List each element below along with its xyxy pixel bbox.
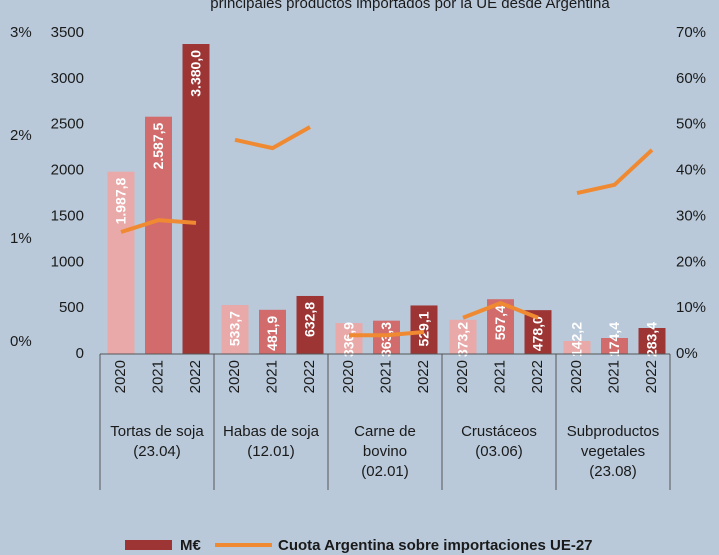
group-label: (03.06)	[475, 443, 523, 460]
x-tick-label: 2021	[491, 360, 508, 393]
line	[462, 300, 539, 320]
group-label: Crustáceos	[461, 423, 537, 440]
bar	[107, 171, 135, 354]
y2-tick-label: 0%	[676, 345, 698, 362]
line	[120, 218, 197, 234]
group-label: Tortas de soja	[110, 423, 204, 440]
bar	[221, 305, 249, 354]
x-tick-label: 2020	[340, 360, 357, 393]
y2-tick-label: 20%	[676, 253, 706, 270]
y-tick-label: 1000	[51, 253, 84, 270]
group-label: (23.08)	[589, 463, 637, 480]
bar	[449, 319, 477, 354]
y2-tick-label: 60%	[676, 70, 706, 87]
x-tick-label: 2022	[187, 360, 204, 393]
x-tick-label: 2020	[568, 360, 585, 393]
bar	[638, 328, 666, 354]
x-tick-label: 2022	[529, 360, 546, 393]
x-tick-label: 2021	[149, 360, 166, 393]
value-label: 533,7	[227, 311, 243, 346]
y-tick-label: 1500	[51, 207, 84, 224]
bar	[563, 340, 591, 354]
y-tick-label: 500	[59, 299, 84, 316]
bar	[296, 295, 324, 354]
chart-title: principales productos importados por la …	[210, 0, 610, 12]
y-tick-label: 0	[76, 345, 84, 362]
y2-tick-label: 40%	[676, 162, 706, 179]
group-label: (23.04)	[133, 443, 181, 460]
y-tick-label: 2500	[51, 116, 84, 133]
group-label: (02.01)	[361, 463, 409, 480]
value-label: 174,4	[606, 322, 622, 357]
group-label: vegetales	[581, 443, 645, 460]
y2-tick-label: 50%	[676, 116, 706, 133]
y2-tick-label: 70%	[676, 24, 706, 41]
value-label: 632,8	[302, 302, 318, 337]
value-label: 363,3	[378, 322, 394, 357]
y2-tick-label: 30%	[676, 207, 706, 224]
x-tick-label: 2021	[377, 360, 394, 393]
legend-swatch	[125, 540, 172, 550]
value-label: 283,4	[644, 322, 660, 357]
group-label: Subproductos	[567, 423, 660, 440]
group-label: Habas de soja	[223, 423, 320, 440]
bar	[410, 305, 438, 354]
bar	[373, 320, 400, 354]
x-tick-label: 2020	[454, 360, 471, 393]
line	[576, 148, 654, 195]
line	[234, 125, 311, 151]
y2-tick-label: 10%	[676, 299, 706, 316]
group-label: Carne de	[354, 423, 416, 440]
y-tick-label: 2000	[51, 162, 84, 179]
group-label: (12.01)	[247, 443, 295, 460]
y3-tick-label: 2%	[10, 127, 32, 144]
value-label: 529,1	[416, 311, 432, 346]
y3-tick-label: 1%	[10, 230, 32, 247]
value-label: 142,2	[569, 322, 585, 357]
group-label: bovino	[363, 443, 407, 460]
x-tick-label: 2020	[112, 360, 129, 393]
x-tick-label: 2022	[415, 360, 432, 393]
bar	[145, 116, 172, 354]
value-label: 597,4	[492, 305, 508, 340]
legend-label: Cuota Argentina sobre importaciones UE-2…	[278, 537, 593, 554]
bar	[335, 323, 363, 354]
x-tick-label: 2022	[643, 360, 660, 393]
value-label: 481,9	[264, 316, 280, 351]
value-label: 336,9	[341, 322, 357, 357]
x-tick-label: 2020	[226, 360, 243, 393]
y-tick-label: 3000	[51, 70, 84, 87]
x-tick-label: 2021	[605, 360, 622, 393]
y-tick-label: 3500	[51, 24, 84, 41]
value-label: 1.987,8	[113, 177, 129, 224]
legend-label: M€	[180, 537, 201, 554]
value-label: 478,0	[530, 316, 546, 351]
value-label: 373,2	[455, 322, 471, 357]
bar	[601, 338, 628, 354]
bar	[259, 309, 286, 354]
line	[349, 329, 425, 338]
x-tick-label: 2022	[301, 360, 318, 393]
value-label: 2.587,5	[150, 122, 166, 169]
y3-tick-label: 0%	[10, 333, 32, 350]
y3-tick-label: 3%	[10, 24, 32, 41]
bar	[182, 44, 210, 355]
x-tick-label: 2021	[263, 360, 280, 393]
value-label: 3.380,0	[188, 50, 204, 97]
